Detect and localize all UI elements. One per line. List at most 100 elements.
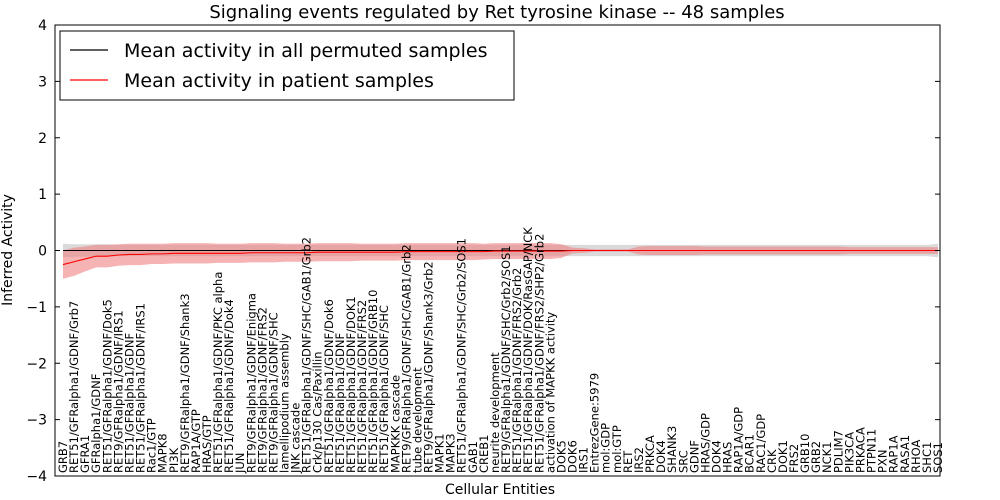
x-tick-label: DOK4 xyxy=(654,440,668,473)
x-tick-label: mol:GDP xyxy=(599,423,613,473)
y-tick-label: −4 xyxy=(26,469,47,485)
legend-label-patient: Mean activity in patient samples xyxy=(124,70,434,92)
x-tick-label: tube development xyxy=(410,367,424,473)
x-tick-label: MAPKKK cascade xyxy=(388,375,402,473)
x-tick-label: RET9/GFRalpha1/GDNF/Enigma xyxy=(244,293,258,473)
chart-title: Signaling events regulated by Ret tyrosi… xyxy=(209,2,784,23)
x-tick-label: GRB7 xyxy=(56,441,70,473)
x-tick-label: IRS1 xyxy=(577,447,591,473)
x-tick-label: GRB10 xyxy=(798,434,812,473)
x-tick-label: MAPK1 xyxy=(433,433,447,473)
legend-box xyxy=(59,30,515,101)
x-tick-label: RET9/GFRalpha1/GDNF/Shank3 xyxy=(178,293,192,473)
x-tick-label: MAPK8 xyxy=(156,433,170,473)
legend: Mean activity in all permuted samples Me… xyxy=(59,30,515,101)
y-tick-label: −2 xyxy=(26,356,47,372)
x-tick-label: SHC1 xyxy=(920,442,934,473)
x-tick-label: RET51/GFRalpha1/GDNF/FRS2/Grb2 xyxy=(510,268,524,473)
x-tick-label: RET51/GFRalpha1/GDNF/Dok6 xyxy=(322,299,336,473)
y-tick-label: 3 xyxy=(38,74,47,90)
y-tick-label: 2 xyxy=(38,131,47,147)
x-tick-label: GFRalpha1/GDNF xyxy=(89,374,103,473)
x-tick-label: Rac1/GTP xyxy=(145,418,159,473)
x-tick-label: NCK1 xyxy=(820,442,834,474)
x-tick-label: RET51/GFRalpha1/GDNF/SHC/Grb2/SOS1 xyxy=(455,238,469,473)
x-tick-label: GFRA1 xyxy=(78,435,92,473)
x-tick-label: mol:GTP xyxy=(610,425,624,473)
y-tick-label: −1 xyxy=(26,300,47,316)
x-tick-label: JNK cascade xyxy=(289,403,303,474)
x-tick-label: RET xyxy=(621,450,635,473)
x-tick-label: RET51/GFRalpha1/GDNF/PKC alpha xyxy=(211,272,225,473)
series-lines xyxy=(62,249,938,266)
x-tick-label: Crk/p130 Cas/Paxillin xyxy=(311,352,325,473)
x-tick-label: RET51/GFRalpha1/GDNF/FRS2 xyxy=(355,300,369,473)
x-tick-label: lamellipodium assembly xyxy=(278,333,292,473)
x-tick-label: RAC1/GDP xyxy=(754,414,768,473)
x-tick-label: RET51/GFRalpha1/GDNF/SHC/GAB1/Grb2 xyxy=(300,237,314,473)
y-axis-title: Inferred Activity xyxy=(0,194,16,306)
x-tick-label: GDNF xyxy=(687,440,701,473)
x-tick-label: RAP1A/GDP xyxy=(732,407,746,473)
x-tick-label: IRS2 xyxy=(632,447,646,473)
x-tick-label: SOS1 xyxy=(931,442,945,473)
x-tick-label: RAP1A xyxy=(887,435,901,473)
x-tick-label: SRC xyxy=(676,450,690,473)
x-tick-label: MAPK3 xyxy=(444,433,458,473)
x-tick-label: PDLIM7 xyxy=(831,430,845,473)
x-tick-label: RET9/GFRalpha1/GDNF/Shank3/Grb2 xyxy=(422,261,436,473)
legend-label-permuted: Mean activity in all permuted samples xyxy=(124,40,487,62)
x-tick-label: HRAS xyxy=(721,442,735,473)
y-axis: −4 −3 −2 −1 0 1 2 3 4 xyxy=(26,18,940,485)
x-tick-label: RASA1 xyxy=(898,435,912,473)
x-tick-label: RET51/GFRalpha1/GDNF/Dok4 xyxy=(222,299,236,473)
x-tick-label: SHANK3 xyxy=(665,426,679,473)
x-tick-label: RET51/GFRalpha1/GDNF/DOK1 xyxy=(344,296,358,473)
x-tick-label: RET9/GFRalpha1/GDNF/SHC/GAB1/Grb2 xyxy=(399,244,413,473)
x-tick-label: RET51/GFRalpha1/GDNF/DOK/RasGAP/NCK xyxy=(521,227,535,473)
x-tick-label: RET51/GFRalpha1/GDNF/IRS1 xyxy=(134,303,148,473)
x-tick-label: HRAS/GDP xyxy=(698,413,712,473)
x-tick-label: activation of MAPKK activity xyxy=(543,312,557,473)
x-tick-label: PI3K xyxy=(167,447,181,473)
x-tick-label: RET51/GFRalpha1/GDNF/Dok5 xyxy=(100,299,114,473)
x-tick-label: FRS2 xyxy=(787,444,801,473)
x-tick-label: GRB2 xyxy=(809,441,823,473)
x-tick-label: DOK6 xyxy=(565,440,579,473)
patient-band xyxy=(63,243,938,279)
x-tick-label: PRKACA xyxy=(853,427,867,473)
x-tick-label: RET51/GFRalpha1/GDNF xyxy=(333,333,347,473)
x-tick-label: RAP1A/GTP xyxy=(189,409,203,473)
x-tick-label: RET51/GFRalpha1/GDNF/Grb7 xyxy=(67,301,81,473)
x-tick-label: RET51/GFRalpha1/GDNF xyxy=(122,333,136,473)
x-tick-label: neurite development xyxy=(488,352,502,473)
x-tick-label: RET9/GFRalpha1/GDNF/SHC xyxy=(266,312,280,473)
x-tick-label: RET51/GFRalpha1/GDNF/GRB10 xyxy=(366,290,380,473)
x-tick-label: PXN xyxy=(876,450,890,473)
x-tick-label: BCAR1 xyxy=(743,434,757,473)
x-tick-label: PRKCA xyxy=(643,435,657,473)
x-tick-label: PTPN11 xyxy=(865,429,879,473)
x-tick-label: RHOA xyxy=(909,440,923,473)
x-tick-label: PIK3CA xyxy=(842,432,856,473)
x-axis-title: Cellular Entities xyxy=(445,482,555,498)
x-tick-label: DOK5 xyxy=(554,440,568,473)
x-tick-label: HRAS/GTP xyxy=(200,415,214,473)
y-tick-label: 1 xyxy=(38,187,47,203)
x-tick-label: CREB1 xyxy=(477,435,491,474)
x-tick-label: CRK xyxy=(765,449,779,473)
x-tick-label: RET51/GFRalpha1/GDNF/FRS2/SHP2/Grb2 xyxy=(532,234,546,473)
x-tick-label: JUN xyxy=(233,453,247,474)
patient-mean-line xyxy=(62,249,938,266)
x-tick-label: RET51/GFRalpha1/GDNF/SHC xyxy=(377,305,391,473)
x-axis-labels: GRB7RET51/GFRalpha1/GDNF/Grb7GFRA1GFRalp… xyxy=(56,227,945,474)
x-tick-label: DOK1 xyxy=(776,440,790,473)
x-tick-label: RET9/GFRalpha1/GDNF/FRS2 xyxy=(255,307,269,473)
y-tick-label: 0 xyxy=(38,244,47,260)
x-tick-label: GAB1 xyxy=(466,441,480,473)
x-tick-label: EntrezGene:5979 xyxy=(588,373,602,473)
y-tick-label: −3 xyxy=(26,413,47,429)
x-tick-label: RET9/GFRalpha1/GDNF/SHC/Grb2/SOS1 xyxy=(499,245,513,473)
x-tick-label: RET9/GFRalpha1/GDNF/IRS1 xyxy=(111,310,125,473)
